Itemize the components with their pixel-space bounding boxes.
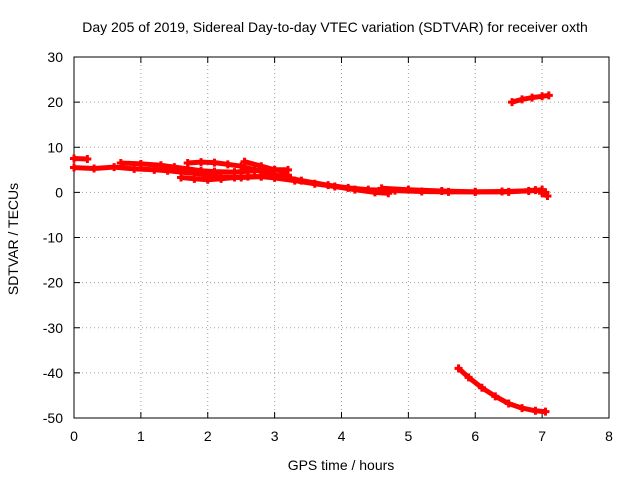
data-point <box>538 92 547 101</box>
series-track-i <box>508 91 553 107</box>
y-tick-label: 10 <box>47 139 63 155</box>
data-point <box>297 176 306 185</box>
data-point <box>518 404 527 413</box>
data-point <box>83 154 92 163</box>
data-point <box>528 93 537 102</box>
data-point <box>240 157 249 166</box>
y-tick-label: -30 <box>43 320 63 336</box>
grid <box>74 57 609 418</box>
series-track-f <box>240 157 289 176</box>
series-track-g <box>377 184 550 197</box>
x-tick-labels: 0 1 2 3 4 5 6 7 8 <box>70 428 613 444</box>
y-tick-label: 0 <box>55 184 63 200</box>
data-point <box>531 406 540 415</box>
data-point <box>531 186 540 195</box>
series-track-h <box>538 189 552 200</box>
data-point <box>70 163 78 172</box>
data-point <box>538 189 547 198</box>
x-tick-label: 8 <box>605 428 613 444</box>
data-point <box>243 172 252 181</box>
chart-title: Day 205 of 2019, Sidereal Day-to-day VTE… <box>82 19 588 35</box>
x-tick-label: 4 <box>338 428 346 444</box>
data-point <box>491 392 500 401</box>
ticks <box>73 56 610 419</box>
series-line <box>456 366 546 415</box>
data-point <box>477 383 486 392</box>
data-point <box>344 183 353 192</box>
x-tick-label: 0 <box>70 428 78 444</box>
data-point <box>197 166 206 175</box>
y-tick-label: -50 <box>43 410 63 426</box>
data-point <box>437 187 446 196</box>
data-point <box>377 184 386 193</box>
y-tick-label: -20 <box>43 275 63 291</box>
x-axis-label: GPS time / hours <box>288 457 395 473</box>
data-point <box>230 173 239 182</box>
data-point <box>270 165 279 174</box>
data-point <box>210 158 219 167</box>
data-point <box>263 169 272 178</box>
data-point <box>177 173 185 182</box>
data-point <box>136 159 145 168</box>
data-point <box>543 191 552 200</box>
data-point <box>156 161 165 170</box>
data-point <box>250 165 259 174</box>
data-point <box>504 399 513 408</box>
data-point <box>471 187 480 196</box>
data-point <box>364 185 373 194</box>
series-track-j <box>454 364 550 416</box>
series-line <box>243 159 286 175</box>
y-tick-label: -10 <box>43 230 63 246</box>
x-tick-label: 2 <box>204 428 212 444</box>
x-tick-label: 6 <box>471 428 479 444</box>
x-tick-label: 3 <box>271 428 279 444</box>
data-point <box>170 163 179 172</box>
data-point <box>541 407 550 416</box>
y-axis-label: SDTVAR / TECUs <box>5 183 21 295</box>
data-point <box>404 185 413 194</box>
data-point <box>90 164 99 173</box>
data-series <box>70 91 553 416</box>
data-point <box>197 158 206 167</box>
series-track-b <box>70 154 92 163</box>
data-point <box>130 164 139 173</box>
data-point <box>116 159 125 168</box>
data-point <box>183 159 192 168</box>
data-point <box>518 95 527 104</box>
data-point <box>217 174 226 183</box>
data-point <box>210 167 219 176</box>
x-tick-label: 1 <box>137 428 145 444</box>
data-point <box>280 167 289 176</box>
data-point <box>544 91 553 100</box>
data-point <box>454 364 463 373</box>
x-tick-label: 7 <box>538 428 546 444</box>
data-point <box>190 174 199 183</box>
y-tick-labels: 30 20 10 0 -10 -20 -30 -40 -50 <box>43 49 63 426</box>
data-point <box>110 163 119 172</box>
x-tick-label: 5 <box>404 428 412 444</box>
y-tick-label: 30 <box>47 49 63 65</box>
data-point <box>237 162 246 171</box>
data-point <box>203 175 212 184</box>
data-point <box>70 154 78 163</box>
data-point <box>508 98 517 107</box>
data-point <box>277 172 286 181</box>
data-point <box>324 181 333 190</box>
data-point <box>223 160 232 169</box>
data-point <box>504 187 513 196</box>
data-point <box>464 373 473 382</box>
y-tick-label: 20 <box>47 94 63 110</box>
data-point <box>257 162 266 171</box>
y-tick-label: -40 <box>43 365 63 381</box>
